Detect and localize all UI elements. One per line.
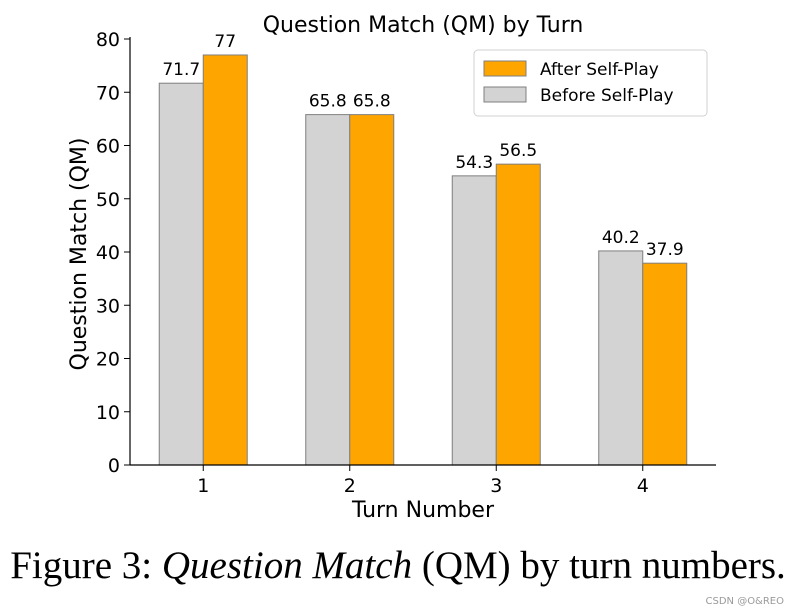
bar-before-turn-4 <box>598 250 644 466</box>
x-axis-label: Turn Number <box>351 498 495 523</box>
bar-after-turn-2 <box>349 114 395 466</box>
bar-after-turn-4 <box>642 262 688 466</box>
y-tick-label: 0 <box>108 455 120 477</box>
data-label-after-turn-2: 65.8 <box>353 92 391 112</box>
bar-after-turn-1 <box>202 54 248 466</box>
y-tick-label: 40 <box>96 242 120 264</box>
legend-label-before: Before Self-Play <box>540 86 674 106</box>
y-tick-label: 10 <box>96 402 120 424</box>
bar-before-turn-3 <box>451 175 497 466</box>
data-label-before-turn-3: 54.3 <box>455 153 493 173</box>
y-tick-label: 60 <box>96 136 120 158</box>
y-tick-label: 80 <box>96 29 120 51</box>
bar-before-turn-1 <box>158 82 204 466</box>
data-label-after-turn-1: 77 <box>214 32 236 52</box>
chart: Question Match (QM) by Turn 0 10 20 30 40 50 60… <box>67 13 716 523</box>
y-tick-label: 30 <box>96 295 120 317</box>
y-tick-label: 20 <box>96 349 120 371</box>
caption-emphasis: Question Match <box>161 544 413 587</box>
bar-after-turn-3 <box>495 163 541 466</box>
bar-chart: Question Match (QM) by Turn 0 10 20 30 40 50 60… <box>67 13 716 523</box>
x-tick-label: 2 <box>344 475 356 497</box>
y-axis-label: Question Match (QM) <box>67 138 92 371</box>
figure-caption: Figure 3: Question Match (QM) by turn nu… <box>0 543 796 588</box>
legend-swatch-after <box>483 60 527 77</box>
data-label-before-turn-2: 65.8 <box>309 92 347 112</box>
watermark: CSDN @O&REO <box>705 596 785 607</box>
y-tick-label: 70 <box>96 82 120 104</box>
x-tick-label: 1 <box>197 475 209 497</box>
bar-before-turn-2 <box>305 114 351 466</box>
y-tick-label: 50 <box>96 189 120 211</box>
legend-label-after: After Self-Play <box>540 60 659 80</box>
data-label-before-turn-1: 71.7 <box>162 60 200 80</box>
caption-prefix: Figure 3: <box>10 544 162 587</box>
legend-swatch-before <box>483 86 527 103</box>
x-tick-label: 4 <box>637 475 649 497</box>
x-tick-label: 3 <box>490 475 502 497</box>
data-label-after-turn-3: 56.5 <box>499 141 537 161</box>
caption-suffix: (QM) by turn numbers. <box>412 544 786 587</box>
data-label-before-turn-4: 40.2 <box>602 228 640 248</box>
legend-box <box>473 49 708 117</box>
chart-title: Question Match (QM) by Turn <box>263 13 584 38</box>
data-label-after-turn-4: 37.9 <box>646 240 684 260</box>
